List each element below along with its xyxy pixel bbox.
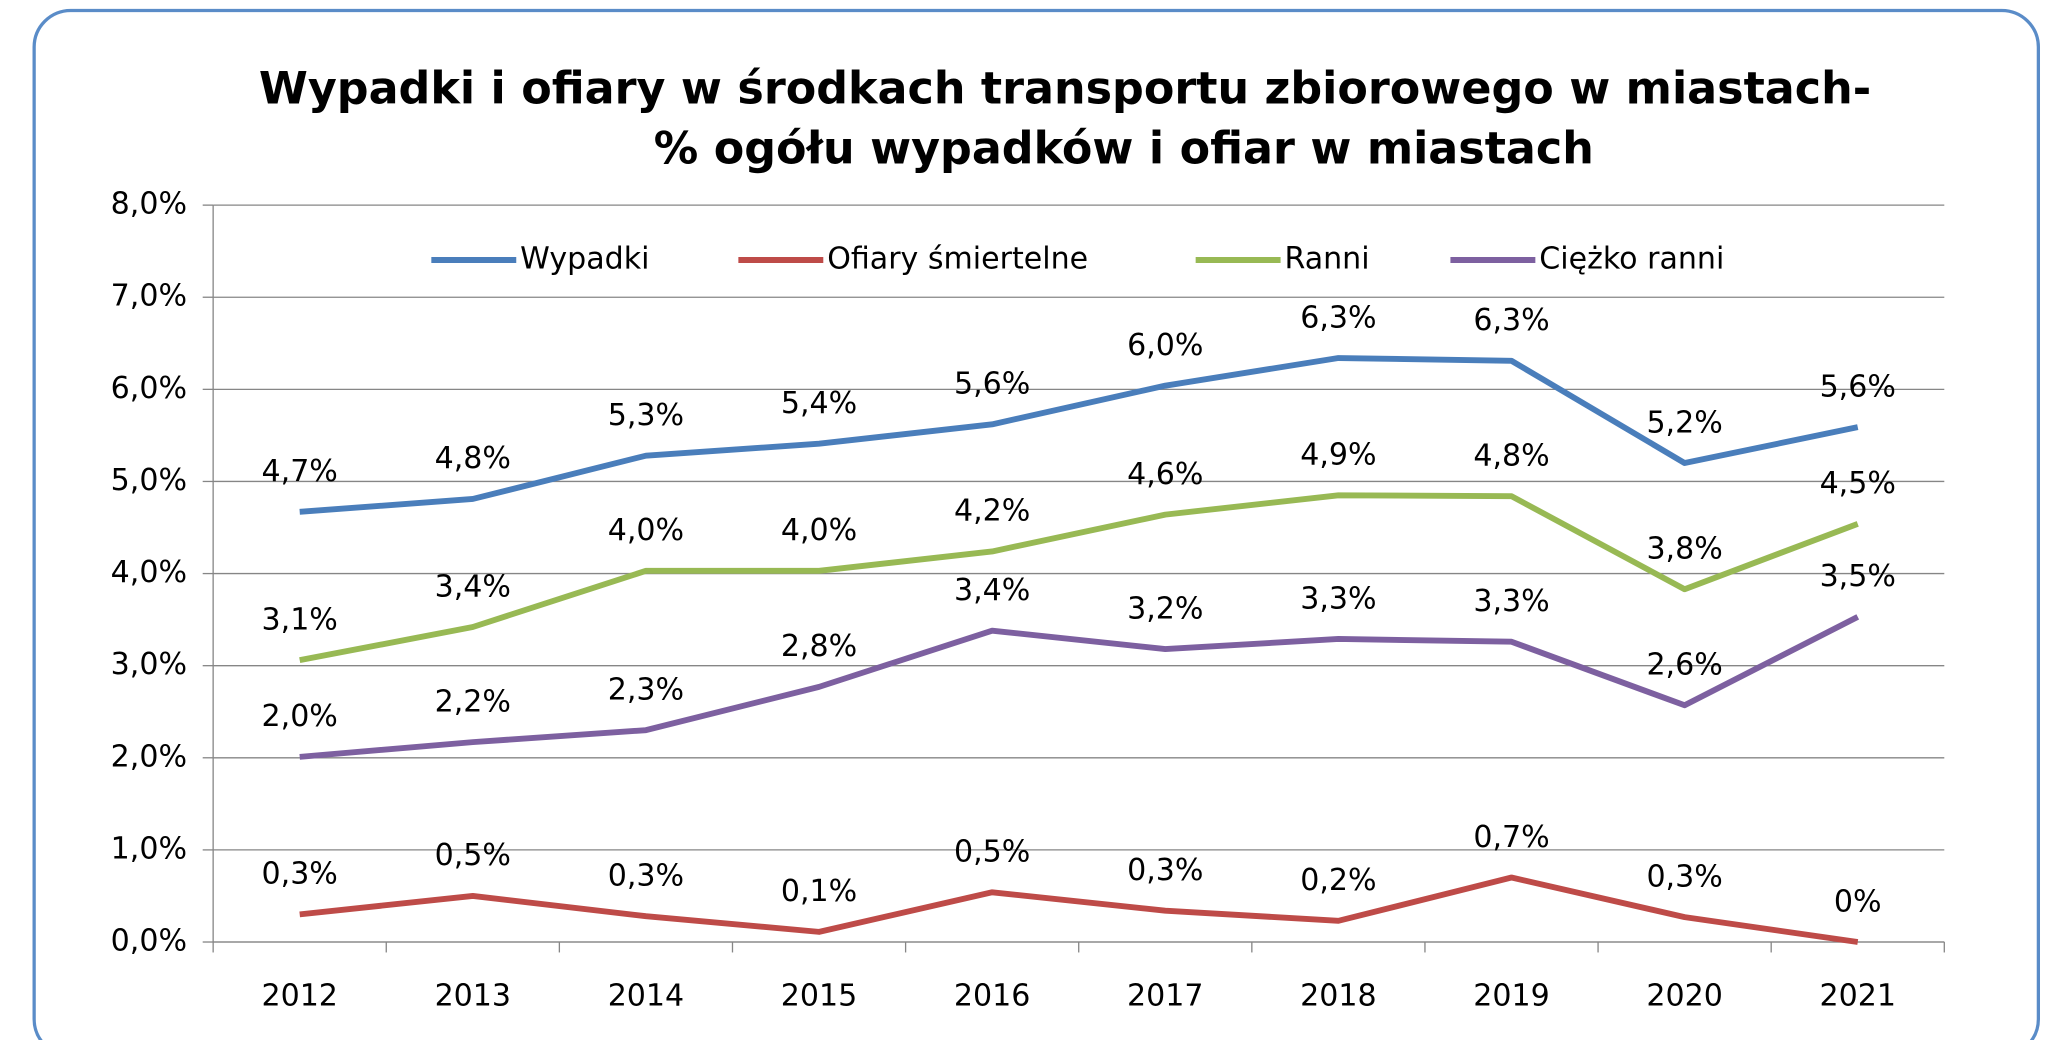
- data-label: 6,3%: [1300, 300, 1376, 335]
- data-label: 4,7%: [262, 454, 338, 489]
- y-tick-label: 1,0%: [111, 831, 187, 866]
- data-label: 3,8%: [1646, 532, 1722, 567]
- data-label: 0,1%: [781, 874, 857, 909]
- chart-title: % ogółu wypadków i ofiar w miastach: [654, 124, 1594, 175]
- data-label: 3,3%: [1300, 581, 1376, 616]
- data-label: 5,6%: [954, 367, 1030, 402]
- data-label: 5,4%: [781, 386, 857, 421]
- x-tick-label: 2012: [261, 978, 337, 1013]
- data-label: 4,2%: [954, 494, 1030, 529]
- data-label: 5,2%: [1646, 405, 1722, 440]
- x-tick-label: 2021: [1820, 978, 1896, 1013]
- y-tick-label: 2,0%: [111, 739, 187, 774]
- data-label: 0,3%: [262, 857, 338, 892]
- data-label: 6,0%: [1127, 328, 1203, 363]
- data-label: 2,0%: [262, 699, 338, 734]
- data-label: 3,4%: [954, 573, 1030, 608]
- data-label: 0,3%: [1646, 859, 1722, 894]
- data-label: 2,6%: [1646, 648, 1722, 683]
- y-tick-label: 8,0%: [111, 187, 187, 222]
- legend-label: Ranni: [1284, 241, 1369, 276]
- series-line: [299, 614, 1860, 760]
- data-label: 0,2%: [1300, 863, 1376, 898]
- y-tick-label: 0,0%: [111, 924, 187, 959]
- data-label: 0%: [1834, 884, 1882, 919]
- data-label: 5,6%: [1820, 369, 1896, 404]
- data-label: 4,8%: [435, 441, 511, 476]
- data-label: 2,2%: [435, 684, 511, 719]
- x-tick-label: 2018: [1300, 978, 1376, 1013]
- legend-label: Ofiary śmiertelne: [827, 241, 1088, 276]
- y-tick-label: 5,0%: [111, 463, 187, 498]
- data-label: 2,3%: [608, 672, 684, 707]
- series-line: [299, 874, 1859, 945]
- x-tick-label: 2017: [1127, 978, 1203, 1013]
- legend-label: Wypadki: [520, 241, 649, 276]
- data-label: 4,5%: [1820, 466, 1896, 501]
- data-label: 3,1%: [262, 602, 338, 637]
- data-label: 5,3%: [608, 398, 684, 433]
- frame: [32, 8, 2040, 1040]
- data-label: 6,3%: [1473, 303, 1549, 338]
- data-label: 0,5%: [954, 835, 1030, 870]
- y-tick-label: 7,0%: [111, 279, 187, 314]
- data-label: 0,5%: [435, 838, 511, 873]
- data-label: 3,2%: [1127, 591, 1203, 626]
- data-label: 2,8%: [781, 629, 857, 664]
- x-tick-label: 2013: [435, 978, 511, 1013]
- data-label: 4,6%: [1127, 457, 1203, 492]
- legend-label: Ciężko ranni: [1539, 241, 1724, 276]
- data-label: 4,8%: [1473, 438, 1549, 473]
- series-line: [299, 355, 1859, 515]
- x-tick-label: 2020: [1646, 978, 1722, 1013]
- data-label: 4,9%: [1300, 438, 1376, 473]
- data-label: 3,3%: [1473, 584, 1549, 619]
- data-label: 3,4%: [435, 569, 511, 604]
- y-tick-label: 6,0%: [111, 371, 187, 406]
- data-label: 0,7%: [1473, 820, 1549, 855]
- data-label: 3,5%: [1820, 559, 1896, 594]
- x-tick-label: 2014: [608, 978, 684, 1013]
- x-tick-label: 2016: [954, 978, 1030, 1013]
- data-label: 4,0%: [781, 513, 857, 548]
- y-tick-label: 3,0%: [111, 647, 187, 682]
- chart-title: Wypadki i ofiary w środkach transportu z…: [259, 63, 1871, 114]
- series-line: [299, 492, 1859, 664]
- x-tick-label: 2019: [1473, 978, 1549, 1013]
- data-label: 0,3%: [1127, 853, 1203, 888]
- data-label: 0,3%: [608, 859, 684, 894]
- x-tick-label: 2015: [781, 978, 857, 1013]
- y-tick-label: 4,0%: [111, 555, 187, 590]
- data-label: 4,0%: [608, 513, 684, 548]
